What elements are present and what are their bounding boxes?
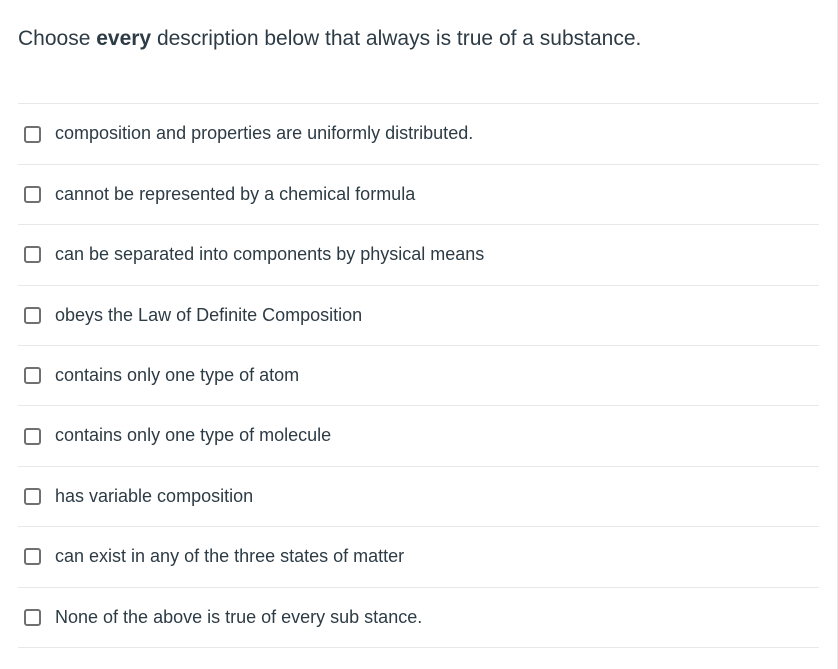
checkbox[interactable] [24, 488, 41, 505]
prompt-emphasis: every [96, 27, 151, 50]
option-label[interactable]: cannot be represented by a chemical form… [55, 183, 415, 206]
option-label[interactable]: obeys the Law of Definite Composition [55, 304, 362, 327]
option-label[interactable]: can be separated into components by phys… [55, 243, 484, 266]
option-row[interactable]: composition and properties are uniformly… [18, 104, 819, 164]
option-label[interactable]: composition and properties are uniformly… [55, 122, 473, 145]
checkbox[interactable] [24, 186, 41, 203]
checkbox[interactable] [24, 548, 41, 565]
checkbox[interactable] [24, 609, 41, 626]
checkbox[interactable] [24, 307, 41, 324]
option-label[interactable]: contains only one type of molecule [55, 424, 331, 447]
option-row[interactable]: contains only one type of molecule [18, 406, 819, 466]
option-label[interactable]: has variable composition [55, 485, 253, 508]
checkbox[interactable] [24, 246, 41, 263]
checkbox[interactable] [24, 126, 41, 143]
option-row[interactable]: can exist in any of the three states of … [18, 527, 819, 587]
option-row[interactable]: has variable composition [18, 467, 819, 527]
options-group: composition and properties are uniformly… [18, 103, 819, 648]
option-row[interactable]: obeys the Law of Definite Composition [18, 286, 819, 346]
option-label[interactable]: can exist in any of the three states of … [55, 545, 404, 568]
option-row[interactable]: contains only one type of atom [18, 346, 819, 406]
checkbox[interactable] [24, 428, 41, 445]
prompt-prefix: Choose [18, 27, 96, 50]
option-row[interactable]: can be separated into components by phys… [18, 225, 819, 285]
prompt-suffix: description below that always is true of… [151, 27, 641, 50]
option-row[interactable]: None of the above is true of every sub s… [18, 588, 819, 648]
question-prompt: Choose every description below that alwa… [18, 24, 819, 53]
option-label[interactable]: None of the above is true of every sub s… [55, 606, 422, 629]
checkbox[interactable] [24, 367, 41, 384]
question-container: Choose every description below that alwa… [0, 0, 838, 669]
option-row[interactable]: cannot be represented by a chemical form… [18, 165, 819, 225]
option-label[interactable]: contains only one type of atom [55, 364, 299, 387]
